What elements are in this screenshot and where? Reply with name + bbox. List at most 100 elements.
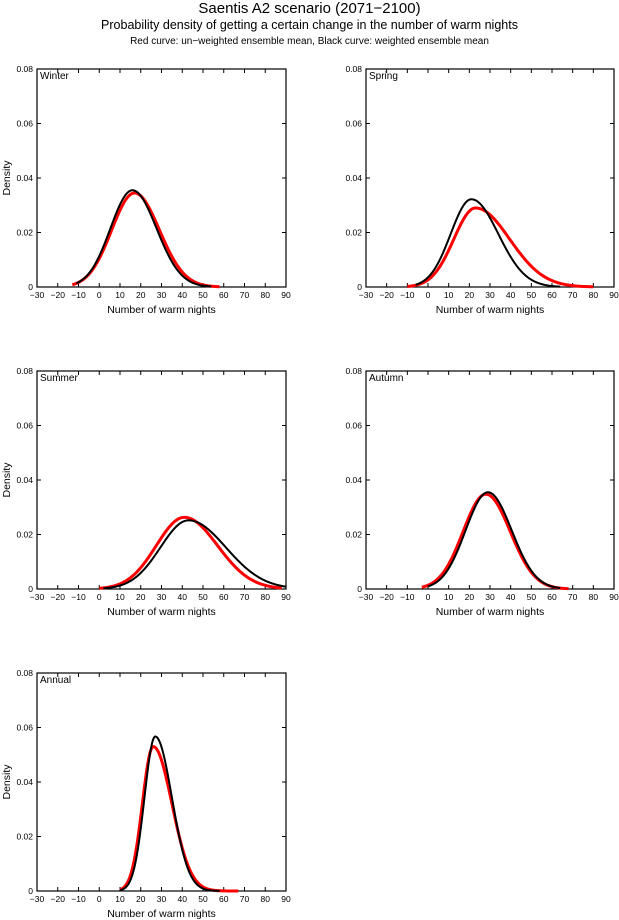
x-tick-label: −30: [30, 290, 45, 300]
y-axis-label: Density: [1, 764, 13, 800]
x-tick-label: 50: [198, 290, 208, 300]
x-tick-label: 70: [568, 592, 578, 602]
x-tick-label: 10: [115, 894, 125, 904]
x-tick-label: 0: [97, 592, 102, 602]
y-tick-label: 0.08: [16, 64, 33, 74]
x-tick-label: 20: [465, 290, 475, 300]
y-tick-label: 0.02: [16, 832, 33, 842]
x-tick-label: 50: [198, 894, 208, 904]
x-tick-label: 90: [281, 894, 291, 904]
y-tick-label: 0.04: [345, 475, 362, 485]
panel-title: Annual: [40, 675, 71, 686]
y-tick-label: 0.04: [345, 173, 362, 183]
y-tick-label: 0.02: [345, 530, 362, 540]
x-tick-label: 60: [219, 290, 229, 300]
panel-summer: −30 −20 −10 0 10 20 30 40 50 60 70 80 90 0 0.02 0.04 0.0…: [1, 366, 291, 618]
y-tick-label: 0.04: [16, 173, 33, 183]
x-tick-label: 0: [97, 894, 102, 904]
plot-frame: [36, 68, 287, 288]
x-tick-label: 70: [240, 592, 250, 602]
x-tick-label: −20: [51, 290, 66, 300]
x-tick-label: −30: [30, 894, 45, 904]
black-density-curve: [427, 491, 561, 590]
x-tick-label: 0: [97, 290, 102, 300]
x-tick-label: 40: [178, 894, 188, 904]
panel-title: Spring: [369, 71, 398, 82]
x-tick-label: −20: [379, 290, 394, 300]
chart-title: Saentis A2 scenario (2071−2100): [198, 0, 421, 17]
y-tick-label: 0.06: [16, 421, 33, 431]
black-density-curve: [415, 198, 561, 288]
plot-frame: [36, 672, 287, 892]
x-axis-label: Number of warm nights: [107, 606, 216, 618]
y-tick-label: 0.08: [345, 64, 362, 74]
x-tick-label: 80: [261, 592, 271, 602]
x-tick-label: 70: [240, 894, 250, 904]
panel-title: Autumn: [369, 373, 403, 384]
plot-frame: [36, 370, 287, 590]
panel-title: Winter: [40, 71, 70, 82]
x-tick-label: 20: [136, 894, 146, 904]
x-tick-label: 80: [589, 290, 599, 300]
red-density-curve: [119, 745, 240, 893]
x-tick-label: 20: [136, 592, 146, 602]
x-tick-label: 80: [589, 592, 599, 602]
x-tick-label: −10: [71, 290, 86, 300]
x-tick-label: 50: [527, 592, 537, 602]
x-tick-label: −30: [30, 592, 45, 602]
y-tick-label: 0: [28, 584, 33, 594]
x-axis-label: Number of warm nights: [107, 304, 216, 316]
x-tick-label: 90: [609, 290, 619, 300]
x-tick-label: 30: [157, 592, 167, 602]
x-tick-label: 70: [240, 290, 250, 300]
x-tick-label: 40: [506, 592, 516, 602]
x-tick-label: 0: [426, 290, 431, 300]
x-tick-label: 50: [198, 592, 208, 602]
x-tick-label: 40: [178, 290, 188, 300]
x-tick-label: 40: [178, 592, 188, 602]
panel-annual: −30 −20 −10 0 10 20 30 40 50 60 70 80 90 0 0.02 0.04 0.0…: [1, 668, 291, 920]
x-tick-label: −30: [359, 290, 374, 300]
x-tick-label: 90: [609, 592, 619, 602]
y-tick-label: 0.06: [16, 119, 33, 129]
y-tick-label: 0: [28, 282, 33, 292]
black-density-curve: [76, 189, 212, 288]
y-tick-label: 0.02: [345, 228, 362, 238]
plot-frame: [365, 68, 615, 288]
red-density-curve: [407, 206, 594, 289]
x-tick-label: −20: [379, 592, 394, 602]
x-tick-label: 0: [426, 592, 431, 602]
plot-frame: [365, 370, 615, 590]
x-tick-label: 30: [157, 290, 167, 300]
y-tick-label: 0.08: [345, 366, 362, 376]
x-tick-label: 10: [115, 592, 125, 602]
y-axis-label: Density: [1, 160, 13, 196]
x-tick-label: 30: [157, 894, 167, 904]
y-axis-label: Density: [1, 462, 13, 498]
x-tick-label: 50: [527, 290, 537, 300]
y-tick-label: 0.06: [16, 723, 33, 733]
x-tick-label: −10: [71, 592, 86, 602]
y-tick-label: 0.02: [16, 530, 33, 540]
y-tick-label: 0.06: [345, 421, 362, 431]
x-tick-label: −20: [51, 592, 66, 602]
y-tick-label: 0.06: [345, 119, 362, 129]
x-tick-label: 10: [115, 290, 125, 300]
y-tick-label: 0.04: [16, 475, 33, 485]
x-tick-label: 80: [261, 894, 271, 904]
y-tick-label: 0.08: [16, 366, 33, 376]
x-tick-label: −10: [400, 592, 415, 602]
y-tick-label: 0: [28, 886, 33, 896]
panel-autumn: −30 −20 −10 0 10 20 30 40 50 60 70 80 90 0 0.02 0.04 0.0…: [345, 366, 619, 618]
y-tick-label: 0.08: [16, 668, 33, 678]
x-tick-label: 10: [444, 592, 454, 602]
x-tick-label: 30: [485, 290, 495, 300]
x-axis-label: Number of warm nights: [107, 908, 216, 920]
x-tick-label: 30: [485, 592, 495, 602]
y-tick-label: 0.02: [16, 228, 33, 238]
y-tick-label: 0.04: [16, 777, 33, 787]
x-tick-label: 60: [219, 592, 229, 602]
x-tick-label: 90: [281, 592, 291, 602]
x-tick-label: −10: [400, 290, 415, 300]
x-axis-label: Number of warm nights: [436, 606, 545, 618]
